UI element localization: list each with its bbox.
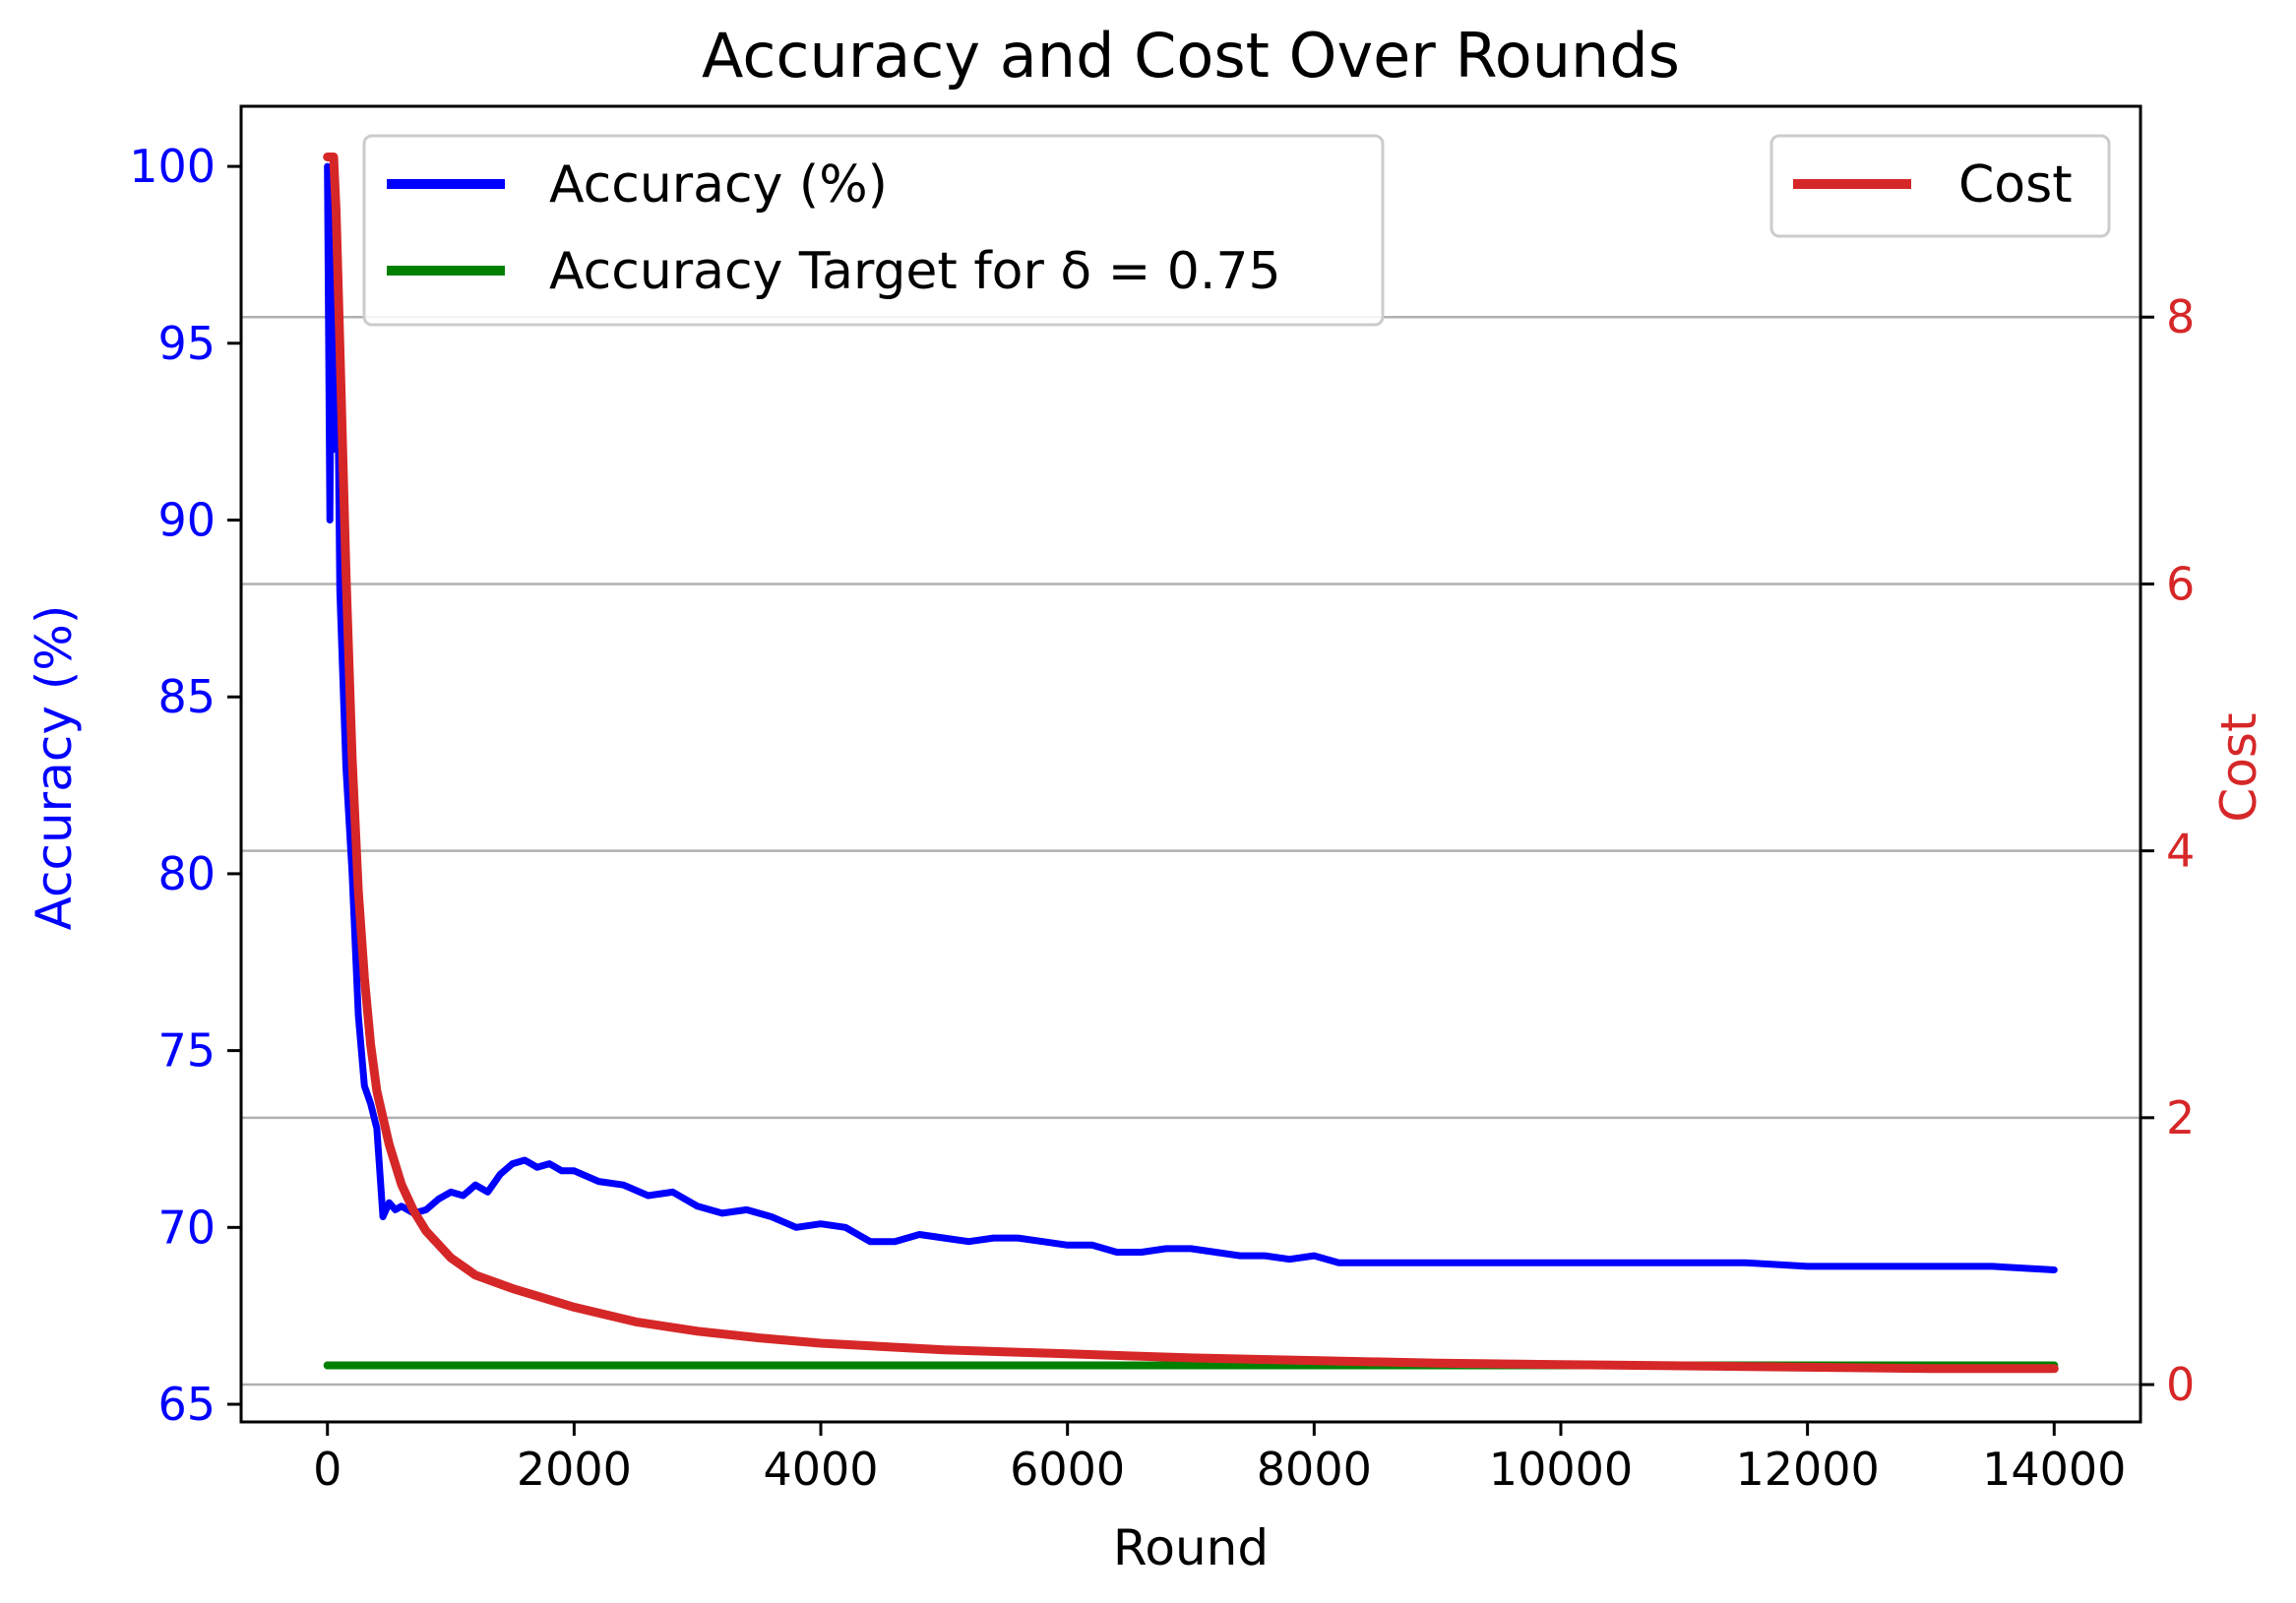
y-right-tick-label: 2 <box>2166 1091 2195 1144</box>
x-tick-label: 6000 <box>1010 1443 1125 1496</box>
plot-series <box>323 153 2059 1374</box>
chart-title: Accuracy and Cost Over Rounds <box>702 20 1680 92</box>
legend-accuracy-label: Accuracy (%) <box>549 155 888 215</box>
y-left-tick-label: 95 <box>157 317 216 370</box>
y-left-tick-label: 100 <box>129 140 216 193</box>
legend-right: Cost <box>1769 134 2111 238</box>
legend-left-box <box>362 134 1385 327</box>
y-axis-left-title: Accuracy (%) <box>26 605 83 931</box>
legend-left: Accuracy (%) Accuracy Target for δ = 0.75 <box>362 134 1385 327</box>
y-left-tick-label: 90 <box>157 494 216 547</box>
legend-right-box <box>1769 134 2111 238</box>
y-right-tick-label: 8 <box>2166 290 2195 343</box>
y-left-tick-label: 65 <box>157 1378 216 1431</box>
y-left-tick-label: 70 <box>157 1201 216 1254</box>
grid <box>241 315 2141 1387</box>
y-right-tick-label: 6 <box>2166 557 2195 610</box>
x-axis-title: Round <box>1113 1519 1269 1576</box>
y-left-tick-label: 75 <box>157 1024 216 1078</box>
y-axis-right-title: Cost <box>2210 712 2267 822</box>
x-tick-label: 0 <box>313 1443 341 1496</box>
y-right-tick-label: 0 <box>2166 1358 2195 1411</box>
axis-ticks: 0 2000 4000 6000 8000 10000 12000 1400065707580… <box>129 140 2195 1496</box>
legend-cost-label: Cost <box>1958 155 2073 215</box>
y-left-tick-label: 85 <box>157 670 216 723</box>
y-right-tick-label: 4 <box>2166 825 2195 878</box>
x-tick-label: 8000 <box>1257 1443 1372 1496</box>
legend-target-label: Accuracy Target for δ = 0.75 <box>549 242 1281 301</box>
x-tick-label: 4000 <box>763 1443 878 1496</box>
x-tick-label: 2000 <box>517 1443 632 1496</box>
accuracy-line <box>324 162 2058 1273</box>
y-left-tick-label: 80 <box>157 847 216 900</box>
x-tick-label: 14000 <box>1982 1443 2126 1496</box>
x-tick-label: 10000 <box>1489 1443 1633 1496</box>
cost-line <box>323 153 2059 1374</box>
plot-frame <box>239 104 2142 1424</box>
x-tick-label: 12000 <box>1735 1443 1879 1496</box>
